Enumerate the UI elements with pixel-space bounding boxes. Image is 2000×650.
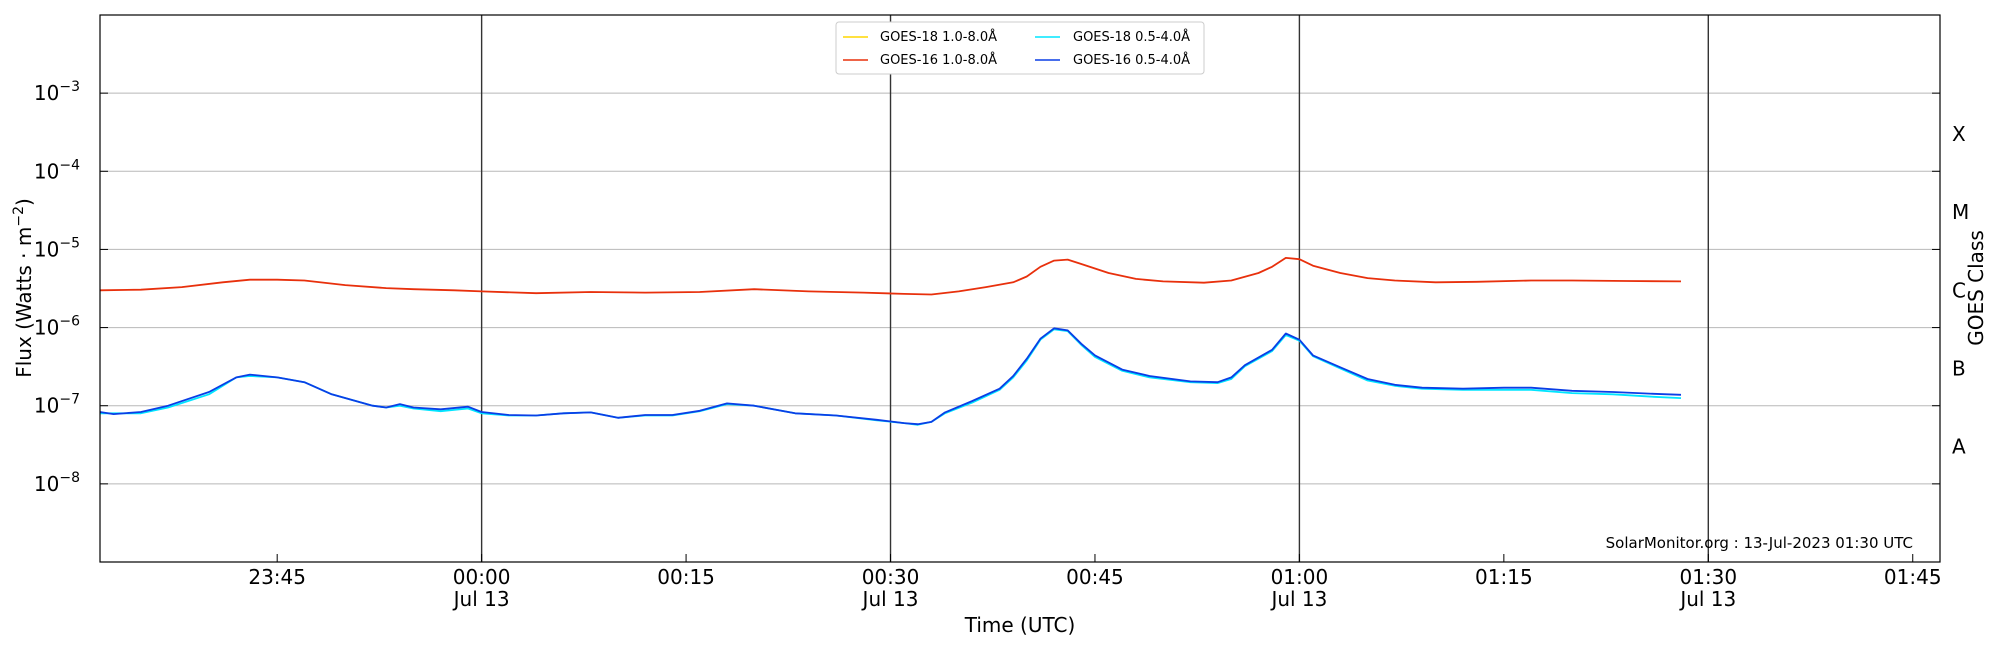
goes-class-label: M <box>1952 200 1969 224</box>
series-goes16-long <box>99 257 1682 296</box>
goes-class-label: X <box>1952 122 1966 146</box>
plot-frame <box>99 14 1941 563</box>
series-goes16-short <box>99 327 1682 426</box>
x-tick-label: 00:15 <box>657 565 715 589</box>
legend-label-goes18-short: GOES-18 0.5-4.0Å <box>1073 29 1190 45</box>
x-tick-label: 01:30 <box>1679 565 1737 589</box>
x-tick-label: 00:45 <box>1066 565 1124 589</box>
y-axis-title: Flux (Watts · m−2) <box>11 198 36 378</box>
goes-class-label: A <box>1952 435 1966 459</box>
goes-class-label: B <box>1952 356 1966 380</box>
x-tick-date-label: Jul 13 <box>1678 587 1736 611</box>
x-tick-date-label: Jul 13 <box>452 587 510 611</box>
x-tick-date-label: Jul 13 <box>861 587 919 611</box>
x-tick-label: 00:30 <box>862 565 920 589</box>
credit-label: SolarMonitor.org : 13-Jul-2023 01:30 UTC <box>1606 534 1913 552</box>
legend-box <box>835 21 1205 75</box>
y-axis-ticks: 10−8 10−7 10−6 10−5 10−4 10−3 <box>34 79 1940 496</box>
x-tick-label: 00:00 <box>453 565 511 589</box>
y-tick-label: 10−4 <box>34 157 80 183</box>
y-tick-label: 10−7 <box>34 392 80 418</box>
goes-class-labels: A B C M X <box>1952 122 1969 459</box>
legend-label-goes16-long: GOES-16 1.0-8.0Å <box>880 52 997 68</box>
x-tick-label: 01:00 <box>1271 565 1329 589</box>
y-tick-label: 10−8 <box>34 470 80 496</box>
x-tick-label: 01:15 <box>1475 565 1533 589</box>
goes-class-label: C <box>1952 278 1966 302</box>
legend: GOES-18 1.0-8.0Å GOES-18 0.5-4.0Å GOES-1… <box>835 21 1205 75</box>
goes-class-axis-title: GOES Class <box>1964 230 1988 346</box>
y-axis-title-exponent: −2 <box>11 206 27 227</box>
x-axis-title: Time (UTC) <box>964 613 1076 637</box>
legend-label-goes18-long: GOES-18 1.0-8.0Å <box>880 29 997 45</box>
legend-label-goes16-short: GOES-16 0.5-4.0Å <box>1073 52 1190 68</box>
x-tick-date-label: Jul 13 <box>1269 587 1327 611</box>
x-tick-label: 23:45 <box>248 565 306 589</box>
y-tick-label: 10−6 <box>34 314 80 340</box>
y-tick-label: 10−5 <box>34 235 80 261</box>
y-tick-label: 10−3 <box>34 79 80 105</box>
day-marker-lines <box>480 15 1709 562</box>
series-lines <box>99 257 1682 426</box>
x-tick-label: 01:45 <box>1884 565 1942 589</box>
